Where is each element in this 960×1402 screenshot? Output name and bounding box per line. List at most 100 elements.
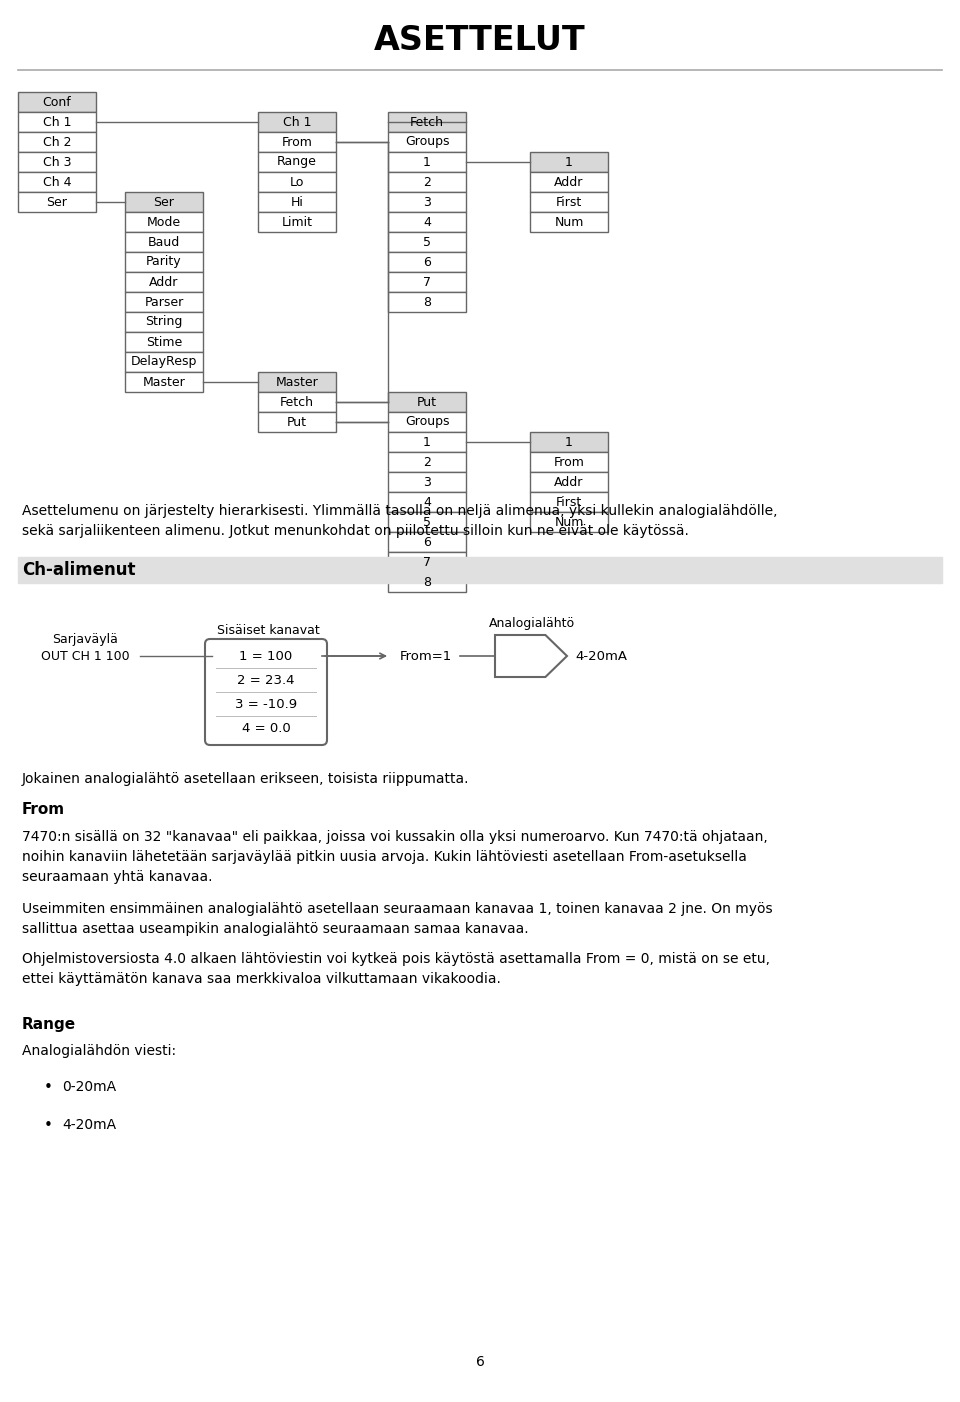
Text: 1: 1 xyxy=(565,436,573,449)
Bar xyxy=(18,151,96,172)
Bar xyxy=(388,172,466,192)
Bar xyxy=(388,272,466,292)
Text: ettei käyttämätön kanava saa merkkivaloa vilkuttamaan vikakoodia.: ettei käyttämätön kanava saa merkkivaloa… xyxy=(22,972,501,986)
Bar xyxy=(18,93,96,112)
Bar xyxy=(530,151,608,172)
Text: Range: Range xyxy=(22,1016,76,1032)
Text: Stime: Stime xyxy=(146,335,182,349)
Bar xyxy=(388,531,466,552)
Bar xyxy=(18,557,942,583)
Text: 1: 1 xyxy=(423,436,431,449)
Bar xyxy=(258,132,336,151)
Text: 6: 6 xyxy=(423,536,431,548)
Text: Put: Put xyxy=(287,415,307,429)
Bar xyxy=(388,393,466,412)
Text: Num: Num xyxy=(554,516,584,529)
Bar xyxy=(530,212,608,231)
Bar xyxy=(388,212,466,231)
Bar xyxy=(388,112,466,132)
Bar xyxy=(125,313,203,332)
Text: Addr: Addr xyxy=(554,475,584,488)
Text: Addr: Addr xyxy=(554,175,584,188)
Bar xyxy=(125,352,203,372)
Bar xyxy=(18,172,96,192)
Bar xyxy=(530,432,608,451)
Bar xyxy=(530,172,608,192)
Text: Range: Range xyxy=(277,156,317,168)
Text: sallittua asettaa useampikin analogialähtö seuraamaan samaa kanavaa.: sallittua asettaa useampikin analogialäh… xyxy=(22,923,529,937)
Text: From: From xyxy=(554,456,585,468)
Text: •: • xyxy=(43,1080,53,1095)
Text: noihin kanaviin lähetetään sarjaväylää pitkin uusia arvoja. Kukin lähtöviesti as: noihin kanaviin lähetetään sarjaväylää p… xyxy=(22,850,747,864)
Bar xyxy=(125,332,203,352)
Bar xyxy=(388,492,466,512)
Text: Ser: Ser xyxy=(154,195,175,209)
Text: Master: Master xyxy=(276,376,319,388)
Bar xyxy=(388,292,466,313)
Bar xyxy=(258,372,336,393)
Text: seuraamaan yhtä kanavaa.: seuraamaan yhtä kanavaa. xyxy=(22,871,212,885)
Bar xyxy=(388,572,466,592)
Bar xyxy=(258,412,336,432)
Text: Ch 3: Ch 3 xyxy=(43,156,71,168)
Text: 7: 7 xyxy=(423,555,431,568)
Text: 4: 4 xyxy=(423,216,431,229)
Text: Baud: Baud xyxy=(148,236,180,248)
Bar xyxy=(530,451,608,472)
Text: String: String xyxy=(145,315,182,328)
Text: 6: 6 xyxy=(423,255,431,269)
Bar xyxy=(258,212,336,231)
Text: Mode: Mode xyxy=(147,216,181,229)
Text: First: First xyxy=(556,195,582,209)
Text: 4-20mA: 4-20mA xyxy=(62,1117,116,1131)
Text: 2: 2 xyxy=(423,175,431,188)
Polygon shape xyxy=(495,635,567,677)
Text: 2 = 23.4: 2 = 23.4 xyxy=(237,673,295,687)
Text: Put: Put xyxy=(417,395,437,408)
Bar xyxy=(388,432,466,451)
Bar xyxy=(125,192,203,212)
Bar xyxy=(125,372,203,393)
Bar xyxy=(530,492,608,512)
Text: Analogialähdön viesti:: Analogialähdön viesti: xyxy=(22,1044,176,1059)
Text: First: First xyxy=(556,495,582,509)
Text: From=1: From=1 xyxy=(400,649,452,663)
Text: Groups: Groups xyxy=(405,136,449,149)
Text: sekä sarjaliikenteen alimenu. Jotkut menunkohdat on piilotettu silloin kun ne ei: sekä sarjaliikenteen alimenu. Jotkut men… xyxy=(22,524,689,538)
Text: 1: 1 xyxy=(423,156,431,168)
Text: From: From xyxy=(22,802,65,817)
Text: 8: 8 xyxy=(423,575,431,589)
Bar xyxy=(125,252,203,272)
Text: Hi: Hi xyxy=(291,195,303,209)
Text: 4: 4 xyxy=(423,495,431,509)
Text: 2: 2 xyxy=(423,456,431,468)
Text: Num: Num xyxy=(554,216,584,229)
Bar xyxy=(18,112,96,132)
Bar xyxy=(18,132,96,151)
Text: 3: 3 xyxy=(423,475,431,488)
Text: 1 = 100: 1 = 100 xyxy=(239,649,293,663)
Bar xyxy=(258,112,336,132)
Bar xyxy=(125,212,203,231)
Bar xyxy=(125,231,203,252)
Bar xyxy=(388,252,466,272)
Bar xyxy=(258,192,336,212)
Bar xyxy=(388,451,466,472)
Text: 0-20mA: 0-20mA xyxy=(62,1080,116,1094)
Text: Groups: Groups xyxy=(405,415,449,429)
Text: Fetch: Fetch xyxy=(280,395,314,408)
Text: Limit: Limit xyxy=(281,216,313,229)
Text: Addr: Addr xyxy=(150,276,179,289)
Text: Lo: Lo xyxy=(290,175,304,188)
Text: DelayResp: DelayResp xyxy=(131,356,197,369)
Bar xyxy=(530,472,608,492)
Bar xyxy=(388,412,466,432)
Text: Asettelumenu on järjestelty hierarkisesti. Ylimmällä tasolla on neljä alimenua, : Asettelumenu on järjestelty hierarkisest… xyxy=(22,503,778,517)
Text: Parser: Parser xyxy=(144,296,183,308)
Text: 1: 1 xyxy=(565,156,573,168)
Text: 6: 6 xyxy=(475,1354,485,1368)
Bar xyxy=(258,172,336,192)
Bar xyxy=(530,512,608,531)
Text: Ch 1: Ch 1 xyxy=(43,115,71,129)
Text: Useimmiten ensimmäinen analogialähtö asetellaan seuraamaan kanavaa 1, toinen kan: Useimmiten ensimmäinen analogialähtö ase… xyxy=(22,901,773,916)
